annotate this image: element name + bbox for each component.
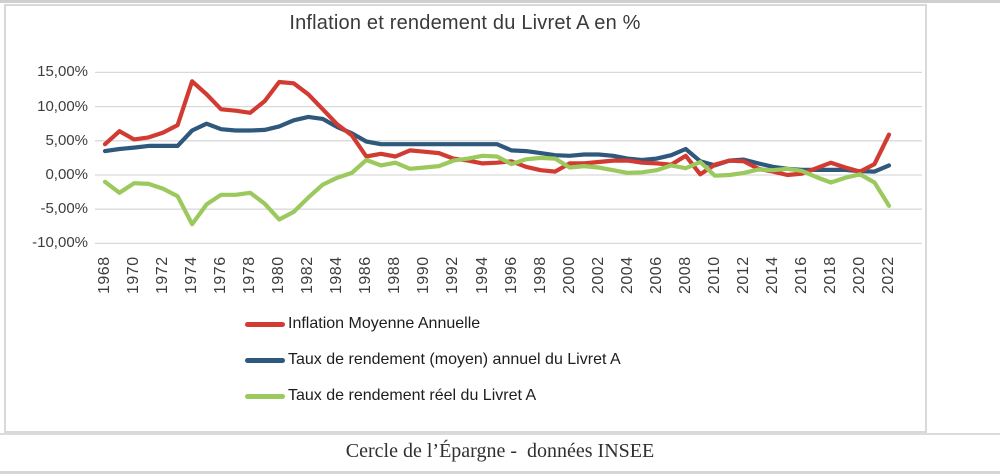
legend-item: Taux de rendement réel du Livret A [245, 386, 621, 406]
x-axis-tick-label: 1968 [96, 256, 113, 294]
x-axis-tick-label: 1988 [386, 256, 404, 294]
y-axis-tick-label: 0,00% [45, 166, 88, 183]
bottom-border-line [0, 471, 1000, 474]
legend-label: Inflation Moyenne Annuelle [288, 315, 481, 332]
x-axis-tick-label: 2000 [560, 256, 578, 294]
x-axis-tick-label: 1978 [241, 256, 259, 294]
legend-item: Taux de rendement (moyen) annuel du Livr… [245, 350, 621, 370]
x-axis-tick-label: 2008 [676, 256, 694, 294]
x-axis-tick-label: 2002 [589, 256, 607, 294]
chart-legend: Inflation Moyenne Annuelle Taux de rendem… [245, 314, 621, 422]
top-border-line [0, 0, 1000, 3]
x-axis-tick-label: 2010 [705, 256, 723, 294]
chart-title: Inflation et rendement du Livret A en % [289, 12, 641, 34]
y-axis-tick-label: -10,00% [32, 234, 88, 252]
legend-label: Taux de rendement (moyen) annuel du Livr… [288, 351, 621, 368]
x-axis-tick-label: 2014 [763, 256, 781, 294]
x-axis-tick-label: 1984 [328, 256, 346, 294]
x-axis-tick-label: 1992 [444, 256, 462, 294]
series-line-2 [102, 153, 892, 227]
x-axis-tick-label: 1986 [357, 256, 375, 294]
x-axis-tick-label: 1980 [270, 256, 288, 294]
x-axis-tick-label: 1982 [299, 256, 317, 294]
y-axis-tick-label: 10,00% [37, 97, 88, 115]
y-axis-tick-label: 15,00% [37, 63, 88, 81]
x-axis-tick-label: 2022 [880, 256, 897, 294]
x-axis-tick-label: 1972 [154, 256, 172, 294]
legend-item: Inflation Moyenne Annuelle [245, 314, 621, 334]
caption-divider-line [0, 433, 1000, 435]
x-axis-tick-label: 1994 [473, 256, 491, 294]
chart-frame [4, 4, 927, 433]
x-axis-tick-label: 2016 [792, 256, 810, 294]
series-line-1 [102, 114, 892, 174]
legend-label: Taux de rendement réel du Livret A [288, 387, 537, 404]
x-axis-tick-label: 1998 [531, 256, 549, 294]
x-axis-tick-label: 1974 [183, 256, 201, 294]
y-axis-tick-label: 5,00% [45, 131, 88, 149]
x-axis-tick-label: 2018 [821, 256, 839, 294]
x-axis-tick-label: 2004 [618, 256, 636, 294]
x-axis-tick-label: 2006 [647, 256, 665, 294]
legend-line-swatch-icon [245, 321, 285, 327]
y-axis-tick-label: -5,00% [40, 200, 88, 218]
x-axis-tick-label: 2020 [851, 256, 868, 294]
x-axis-tick-label: 1970 [125, 256, 142, 294]
source-caption: Cercle de l’Épargne - données INSEE [345, 440, 655, 462]
legend-line-swatch-icon [245, 357, 285, 363]
x-axis-tick-label: 1976 [212, 256, 230, 294]
x-axis-tick-label: 1996 [502, 256, 520, 294]
x-axis-tick-label: 1990 [415, 256, 433, 294]
legend-line-swatch-icon [245, 393, 285, 399]
x-axis-tick-label: 2012 [734, 256, 752, 294]
